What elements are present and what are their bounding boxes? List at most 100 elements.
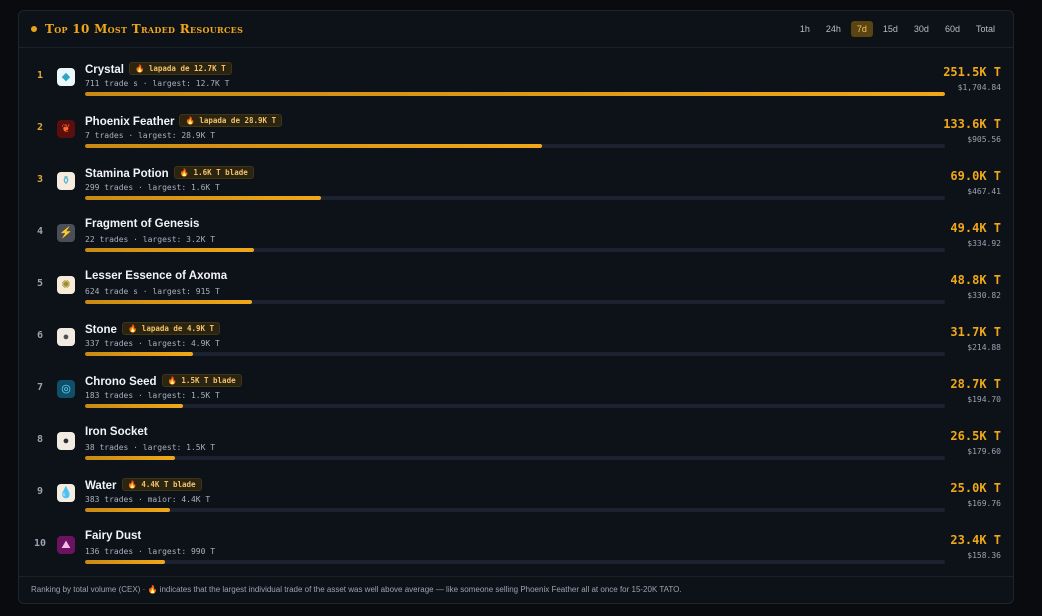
- title-dot-icon: [31, 26, 37, 32]
- resource-name-text: Stamina Potion: [85, 168, 169, 180]
- dust-icon: ⛰: [57, 536, 75, 554]
- volume-bar-fill: [85, 92, 945, 96]
- volume-value: 25.0K T: [950, 481, 1001, 495]
- usd-value: $179.60: [967, 447, 1001, 456]
- rank-number: 8: [36, 434, 44, 445]
- resource-row[interactable]: 3 ⚱ Stamina Potion 🔥 1.6K T blade 299 tra…: [19, 163, 1013, 215]
- volume-value: 23.4K T: [950, 533, 1001, 547]
- volume-value: 69.0K T: [950, 169, 1001, 183]
- resource-name: Stone 🔥 lapada de 4.9K T: [85, 322, 221, 336]
- whale-badge: 🔥 lapada de 4.9K T: [121, 322, 221, 335]
- volume-bar-track: [85, 404, 945, 408]
- usd-value: $330.82: [967, 291, 1001, 300]
- resource-row[interactable]: 10 ⛰ Fairy Dust 136 trades · largest: 99…: [19, 527, 1013, 579]
- tab-total[interactable]: Total: [975, 24, 995, 34]
- volume-bar-track: [85, 144, 945, 148]
- tab-24h[interactable]: 24h: [825, 24, 841, 34]
- whale-badge: 🔥 1.6K T blade: [173, 166, 254, 179]
- resource-meta: 624 trade s · largest: 915 T: [85, 287, 220, 296]
- usd-value: $905.56: [967, 135, 1001, 144]
- rank-number: 7: [36, 382, 44, 393]
- volume-value: 133.6K T: [943, 117, 1001, 131]
- rank-number: 9: [36, 486, 44, 497]
- whale-badge: 🔥 4.4K T blade: [121, 478, 202, 491]
- usd-value: $334.92: [967, 239, 1001, 248]
- footer-note: Ranking by total volume (CEX) · 🔥 indica…: [19, 576, 1013, 603]
- resource-name-text: Lesser Essence of Axoma: [85, 270, 228, 282]
- resource-name: Water 🔥 4.4K T blade: [85, 478, 202, 492]
- rank-number: 2: [36, 122, 44, 133]
- volume-bar-fill: [85, 560, 165, 564]
- resource-meta: 183 trades · largest: 1.5K T: [85, 391, 220, 400]
- rank-number: 10: [33, 538, 47, 549]
- usd-value: $1,704.84: [957, 83, 1001, 92]
- resource-name-text: Iron Socket: [85, 426, 148, 438]
- seed-icon: ◎: [57, 380, 75, 398]
- volume-bar-fill: [85, 352, 194, 356]
- resource-name: Iron Socket: [85, 426, 148, 438]
- usd-value: $194.70: [967, 395, 1001, 404]
- resource-name: Phoenix Feather 🔥 lapada de 28.9K T: [85, 114, 283, 128]
- tab-7d[interactable]: 7d: [850, 21, 873, 37]
- title-wrap: Top 10 Most Traded Resources: [31, 22, 243, 36]
- resource-row[interactable]: 9 💧 Water 🔥 4.4K T blade 383 trades · mai…: [19, 475, 1013, 527]
- whale-badge: 🔥 1.5K T blade: [161, 374, 242, 387]
- usd-value: $158.36: [967, 551, 1001, 560]
- panel-header: Top 10 Most Traded Resources 1h 24h 7d 1…: [19, 11, 1013, 48]
- volume-bar-track: [85, 196, 945, 200]
- resource-meta: 337 trades · largest: 4.9K T: [85, 339, 220, 348]
- resource-meta: 711 trade s · largest: 12.7K T: [85, 79, 230, 88]
- resource-row[interactable]: 7 ◎ Chrono Seed 🔥 1.5K T blade 183 trades…: [19, 371, 1013, 423]
- essence-icon: ✺: [57, 276, 75, 294]
- resource-meta: 7 trades · largest: 28.9K T: [85, 131, 216, 140]
- resource-meta: 383 trades · maior: 4.4K T: [85, 495, 211, 504]
- rank-number: 4: [36, 226, 44, 237]
- stone-icon: ●: [57, 328, 75, 346]
- volume-bar-track: [85, 508, 945, 512]
- volume-bar-track: [85, 92, 945, 96]
- whale-badge: 🔥 lapada de 28.9K T: [179, 114, 283, 127]
- usd-value: $214.88: [967, 343, 1001, 352]
- rank-number: 5: [36, 278, 44, 289]
- rank-number: 6: [36, 330, 44, 341]
- tab-15d[interactable]: 15d: [882, 24, 898, 34]
- tab-60d[interactable]: 60d: [944, 24, 960, 34]
- usd-value: $467.41: [967, 187, 1001, 196]
- volume-bar-fill: [85, 144, 542, 148]
- resource-row[interactable]: 8 ● Iron Socket 38 trades · largest: 1.5…: [19, 423, 1013, 475]
- tab-1h[interactable]: 1h: [799, 24, 810, 34]
- resource-row[interactable]: 1 ◆ Crystal 🔥 lapada de 12.7K T 711 trade…: [19, 59, 1013, 111]
- whale-badge: 🔥 lapada de 12.7K T: [129, 62, 232, 75]
- volume-bar-fill: [85, 248, 254, 252]
- volume-bar-track: [85, 300, 945, 304]
- resource-name-text: Water: [85, 480, 117, 492]
- fragment-icon: ⚡: [57, 224, 75, 242]
- panel-title: Top 10 Most Traded Resources: [45, 22, 244, 36]
- resource-name: Chrono Seed 🔥 1.5K T blade: [85, 374, 242, 388]
- resource-name-text: Crystal: [85, 64, 124, 76]
- rank-number: 3: [36, 174, 44, 185]
- tab-30d[interactable]: 30d: [913, 24, 929, 34]
- resource-row[interactable]: 5 ✺ Lesser Essence of Axoma 624 trade s …: [19, 267, 1013, 319]
- feather-icon: ❦: [57, 120, 75, 138]
- volume-bar-track: [85, 560, 945, 564]
- potion-icon: ⚱: [57, 172, 75, 190]
- resource-row[interactable]: 4 ⚡ Fragment of Genesis 22 trades · larg…: [19, 215, 1013, 267]
- resource-list: 1 ◆ Crystal 🔥 lapada de 12.7K T 711 trade…: [19, 59, 1013, 579]
- volume-value: 31.7K T: [950, 325, 1001, 339]
- resource-name: Stamina Potion 🔥 1.6K T blade: [85, 166, 254, 180]
- resource-name: Fragment of Genesis: [85, 218, 199, 230]
- resource-name-text: Fragment of Genesis: [85, 218, 200, 230]
- volume-bar-fill: [85, 196, 321, 200]
- resource-row[interactable]: 2 ❦ Phoenix Feather 🔥 lapada de 28.9K T 7…: [19, 111, 1013, 163]
- resource-row[interactable]: 6 ● Stone 🔥 lapada de 4.9K T 337 trades ·…: [19, 319, 1013, 371]
- usd-value: $169.76: [967, 499, 1001, 508]
- resource-name: Fairy Dust: [85, 530, 141, 542]
- resource-name-text: Chrono Seed: [85, 376, 157, 388]
- volume-bar-fill: [85, 456, 176, 460]
- resource-name-text: Phoenix Feather: [85, 116, 175, 128]
- volume-value: 26.5K T: [950, 429, 1001, 443]
- resource-meta: 299 trades · largest: 1.6K T: [85, 183, 220, 192]
- resource-name-text: Fairy Dust: [85, 530, 142, 542]
- resource-name: Crystal 🔥 lapada de 12.7K T: [85, 62, 232, 76]
